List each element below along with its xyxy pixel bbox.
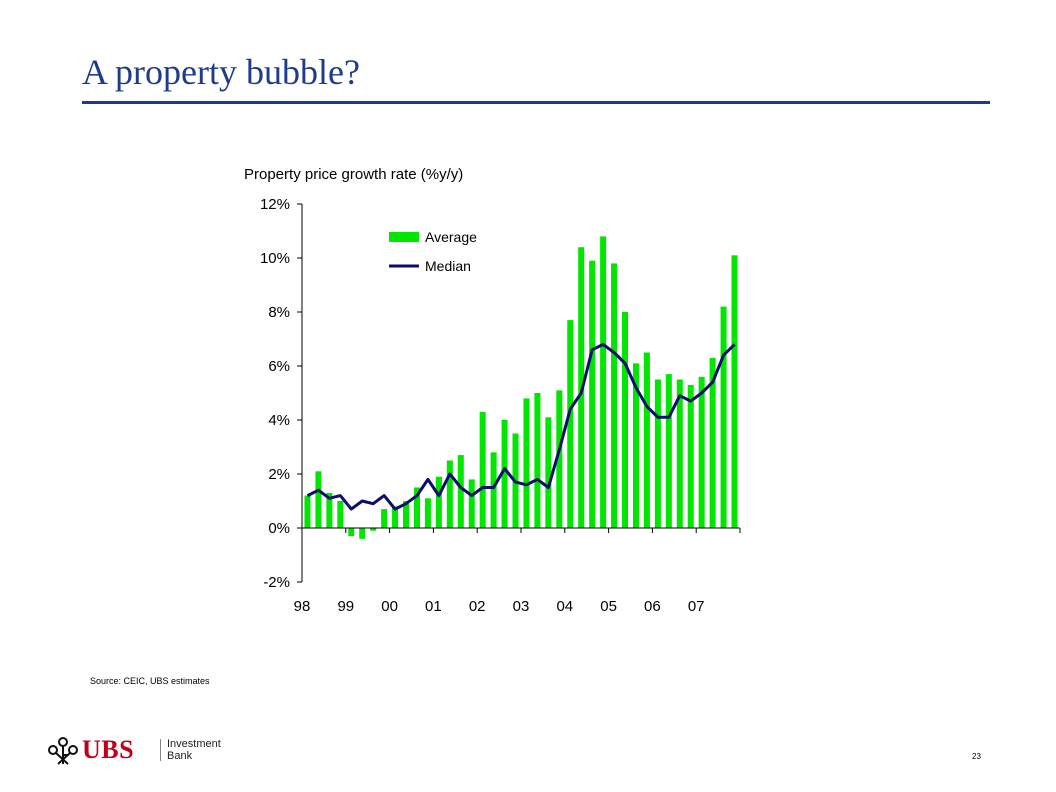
bar-average	[687, 384, 694, 528]
bar-average	[359, 528, 366, 539]
bar-average	[446, 460, 453, 528]
bar-average	[370, 528, 377, 531]
logo-subtitle: Investment Bank	[167, 738, 221, 762]
y-tick-label: 2%	[268, 466, 290, 483]
bar-average	[567, 320, 574, 528]
title-underline	[82, 101, 990, 104]
bar-average	[643, 352, 650, 528]
legend: Average Median	[389, 229, 477, 274]
logo-divider	[160, 739, 161, 761]
bar-average	[348, 528, 355, 537]
legend-label-average: Average	[425, 229, 477, 245]
bar-average	[720, 306, 727, 528]
ubs-keys-logo-icon	[48, 737, 78, 765]
x-tick-label: 98	[294, 598, 311, 615]
bar-average	[534, 393, 541, 528]
bar-average	[337, 501, 344, 528]
y-tick-label: 12%	[260, 196, 290, 213]
x-tick-label: 00	[381, 598, 398, 615]
logo-brand: UBS	[82, 735, 135, 764]
bar-average	[654, 379, 661, 528]
bar-average	[611, 263, 618, 528]
y-tick-label: 8%	[268, 304, 290, 321]
bar-average	[457, 455, 464, 528]
x-tick-label: 03	[513, 598, 530, 615]
bar-average	[501, 420, 508, 528]
bar-average	[413, 487, 420, 528]
bar-average	[304, 495, 311, 528]
bar-average	[556, 390, 563, 528]
bar-average	[676, 379, 683, 528]
bar-average	[523, 398, 530, 528]
slide-title: A property bubble?	[82, 52, 360, 92]
x-tick-label: 04	[556, 598, 573, 615]
x-tick-label: 06	[644, 598, 661, 615]
y-tick-label: 4%	[268, 412, 290, 429]
bar-average	[435, 476, 442, 528]
x-tick-label: 02	[469, 598, 486, 615]
bar-average	[381, 509, 388, 528]
bars-average	[304, 236, 738, 539]
bar-average	[326, 492, 333, 528]
bar-average	[403, 501, 410, 528]
legend-label-median: Median	[425, 258, 471, 274]
bar-average	[632, 363, 639, 528]
y-tick-label: 10%	[260, 250, 290, 267]
bar-average	[709, 357, 716, 528]
logo-line-1: Investment	[167, 738, 221, 750]
source-note: Source: CEIC, UBS estimates	[90, 676, 210, 686]
bar-average	[490, 452, 497, 528]
bar-average	[315, 471, 322, 528]
bar-average	[479, 411, 486, 528]
x-tick-label: 05	[600, 598, 617, 615]
axes: -2% 0% 2% 4% 6% 8% 10% 12% 98 99 00 01 02 03 04 05 06 07	[260, 196, 741, 615]
bar-average	[392, 506, 399, 528]
bar-average	[665, 374, 672, 528]
page-number: 23	[972, 752, 981, 761]
bar-average	[545, 417, 552, 528]
x-tick-label: 01	[425, 598, 442, 615]
median-line	[306, 342, 736, 511]
bar-average	[698, 376, 705, 528]
bar-average	[468, 479, 475, 528]
bar-average	[622, 312, 629, 528]
logo-line-2: Bank	[167, 750, 193, 762]
bar-average	[589, 260, 596, 528]
bar-average	[731, 255, 738, 529]
x-tick-label: 99	[337, 598, 354, 615]
line-median	[306, 342, 736, 511]
y-tick-label: 0%	[268, 520, 290, 537]
y-tick-label: 6%	[268, 358, 290, 375]
bar-average	[424, 498, 431, 528]
bar-average	[600, 236, 607, 528]
legend-swatch-average	[389, 232, 419, 242]
y-tick-label: -2%	[263, 574, 290, 591]
x-tick-label: 07	[688, 598, 705, 615]
chart-title: Property price growth rate (%y/y)	[244, 166, 463, 183]
